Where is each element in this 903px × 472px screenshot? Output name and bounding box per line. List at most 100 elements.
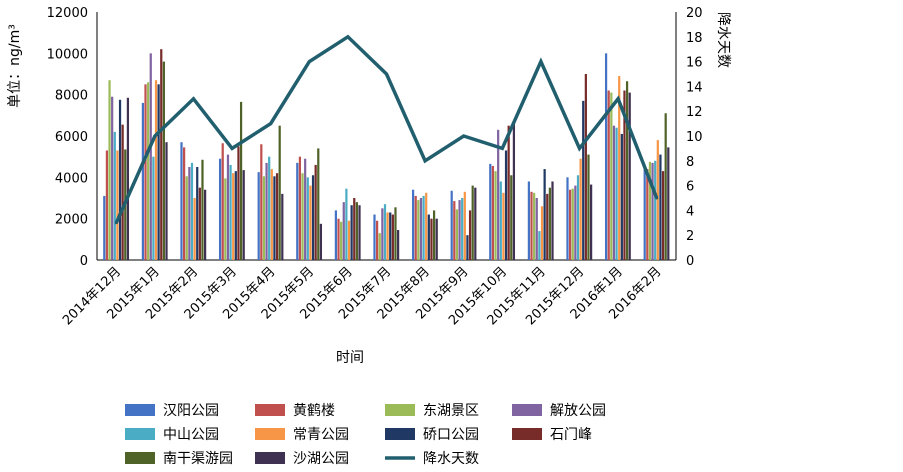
bar-8-7 xyxy=(353,198,356,260)
legend-label-8: 石门峰 xyxy=(550,427,592,443)
bar-10-6 xyxy=(319,223,323,260)
bar-7-3 xyxy=(196,167,199,260)
bar-5-6 xyxy=(306,177,309,260)
y-left-tick-5: 10000 xyxy=(47,47,88,62)
bar-4-1 xyxy=(111,96,114,260)
line-point-9 xyxy=(423,159,427,163)
bar-7-5 xyxy=(273,176,276,260)
bar-2-1 xyxy=(105,150,109,260)
bar-5-13 xyxy=(576,175,580,260)
bar-3-13 xyxy=(571,188,574,260)
y-right-tick-6: 12 xyxy=(686,105,703,120)
bar-3-1 xyxy=(108,80,111,260)
bar-3-11 xyxy=(494,171,497,260)
line-point-4 xyxy=(230,146,234,150)
legend-label-11: 降水天数 xyxy=(423,451,479,467)
bar-6-5 xyxy=(270,169,273,260)
line-point-12 xyxy=(539,60,543,64)
bar-6-2 xyxy=(154,80,158,260)
legend-swatch-9 xyxy=(125,452,155,464)
bar-1-6 xyxy=(296,162,299,260)
line-point-3 xyxy=(192,97,195,101)
bar-8-1 xyxy=(121,124,124,260)
bar-9-8 xyxy=(394,207,397,260)
y-left-axis-title: 单位：ng/m³ xyxy=(7,24,23,108)
bar-5-9 xyxy=(422,195,425,260)
bar-6-7 xyxy=(347,220,351,260)
bar-6-11 xyxy=(502,192,505,260)
bar-8-3 xyxy=(198,187,201,260)
line-point-14 xyxy=(616,97,620,101)
bar-8-9 xyxy=(430,218,433,260)
bar-6-9 xyxy=(425,192,428,260)
line-point-13 xyxy=(578,146,581,150)
legend-swatch-7 xyxy=(385,428,415,440)
bar-4-13 xyxy=(574,185,577,260)
bar-10-4 xyxy=(242,170,245,260)
bar-10-2 xyxy=(165,142,168,260)
bar-2-6 xyxy=(298,156,302,260)
bar-9-3 xyxy=(201,159,204,260)
bar-6-10 xyxy=(463,191,466,260)
bar-6-8 xyxy=(386,212,389,260)
bar-4-7 xyxy=(342,202,345,260)
bar-2-9 xyxy=(414,195,417,260)
bar-7-14 xyxy=(620,133,623,260)
bar-3-7 xyxy=(340,221,343,260)
bar-3-15 xyxy=(648,161,652,260)
bar-1-14 xyxy=(604,53,608,260)
legend-swatch-4 xyxy=(512,404,542,416)
legend-swatch-8 xyxy=(512,428,542,440)
bar-8-12 xyxy=(546,193,549,260)
y-left-tick-1: 2000 xyxy=(55,213,88,228)
bar-1-9 xyxy=(411,189,415,260)
bar-5-14 xyxy=(615,127,618,260)
bar-9-2 xyxy=(162,61,165,260)
bar-3-8 xyxy=(378,233,381,260)
bar-8-11 xyxy=(507,125,510,260)
bar-7-1 xyxy=(118,99,122,260)
bar-2-15 xyxy=(646,169,649,260)
bar-7-4 xyxy=(234,171,237,260)
bar-5-11 xyxy=(499,181,502,260)
bar-10-12 xyxy=(551,181,554,260)
bar-8-4 xyxy=(237,146,240,260)
bar-9-15 xyxy=(664,113,667,261)
legend-swatch-5 xyxy=(125,428,155,440)
bar-1-11 xyxy=(489,163,492,260)
y-right-tick-10: 20 xyxy=(686,6,703,21)
line-point-11 xyxy=(500,146,504,150)
bar-10-14 xyxy=(628,92,631,260)
bar-6-6 xyxy=(309,185,312,260)
bar-2-13 xyxy=(569,189,572,260)
bar-2-8 xyxy=(376,220,379,260)
y-left-tick-4: 8000 xyxy=(55,89,88,104)
bar-3-14 xyxy=(610,92,613,260)
bar-4-12 xyxy=(535,198,538,260)
bar-9-14 xyxy=(625,81,629,260)
bar-3-12 xyxy=(533,192,536,260)
bar-10-3 xyxy=(204,189,207,260)
bar-9-13 xyxy=(587,154,590,260)
bar-1-15 xyxy=(643,167,646,260)
bar-5-15 xyxy=(654,160,657,260)
plot-area: 0 2000 4000 6000 8000 10000 12000 0 2 4 6 8 10 12 14 1… xyxy=(47,6,703,328)
bar-5-5 xyxy=(268,156,271,260)
bar-3-6 xyxy=(301,173,304,260)
line-point-2 xyxy=(153,134,157,138)
bar-5-2 xyxy=(152,156,155,260)
bar-2-12 xyxy=(530,191,533,260)
bar-3-9 xyxy=(417,200,420,260)
legend-swatch-3 xyxy=(385,404,415,416)
bar-7-11 xyxy=(504,150,508,260)
bar-6-13 xyxy=(579,158,582,260)
bar-1-3 xyxy=(180,142,183,260)
bar-7-12 xyxy=(543,169,546,260)
bar-6-1 xyxy=(116,150,119,260)
bar-10-1 xyxy=(126,97,130,261)
bar-marks xyxy=(103,49,670,261)
bar-7-15 xyxy=(659,154,662,260)
bar-8-13 xyxy=(584,74,587,260)
bar-7-9 xyxy=(427,214,430,260)
